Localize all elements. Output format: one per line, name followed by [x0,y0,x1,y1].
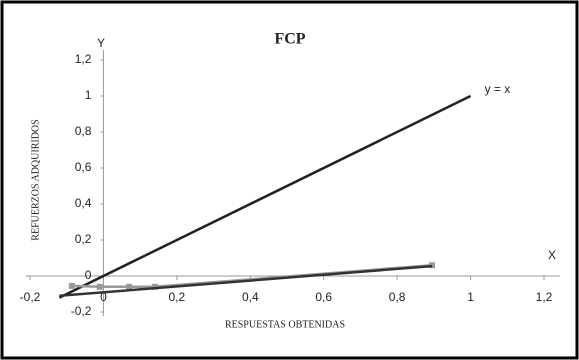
marker [126,283,133,290]
marker [96,283,103,290]
x-tick-label: 0,8 [389,290,406,304]
x-tick-label: 0,2 [169,290,186,304]
series-line [59,264,433,298]
marker [68,282,75,289]
marker [151,283,158,290]
x-axis-name: X [548,248,556,262]
y-tick-label: 0,2 [75,232,92,246]
y-axis-title: REFUERZOS ADQUIRIDOS [30,119,41,240]
series-line [58,94,472,299]
x-axis-title: RESPUESTAS OBTENIDAS [225,319,345,330]
x-tick-label: 1 [467,290,474,304]
y-tick-label: 0,6 [75,160,92,174]
y-axis-name: Y [97,36,105,50]
x-tick-label: 0,6 [315,290,332,304]
y-tick-label: 1,2 [75,52,92,66]
y-tick-label: 1 [85,88,92,102]
x-tick-label: 1,2 [536,290,553,304]
marker [429,262,436,269]
annotation: y = x [485,82,511,96]
x-tick-label: -0,2 [20,290,41,304]
chart-title: FCP [274,31,305,48]
y-tick-label: 0,8 [75,124,92,138]
y-tick-label: -0,2 [71,304,92,318]
x-tick-label: 0,4 [242,290,259,304]
y-tick-label: 0,4 [75,196,92,210]
x-tick-label: 0 [100,290,107,304]
y-tick-label: 0 [85,268,92,282]
